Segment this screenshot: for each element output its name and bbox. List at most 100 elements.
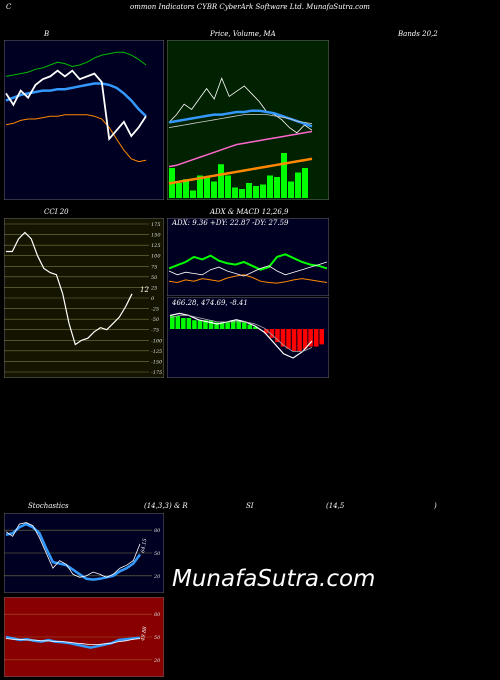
bb-middle-line: [5, 82, 147, 118]
adx-values: ADX: 9.36 +DY: 22.87 -DY: 27.59: [172, 219, 289, 227]
cci-tick-label: 75: [151, 264, 157, 270]
volume-bar: [246, 183, 252, 198]
cci-tick-label: 125: [151, 243, 161, 249]
adx-macd-label: ADX & MACD 12,26,9: [210, 208, 289, 216]
macd-histogram-bar: [247, 324, 253, 329]
volume-bar: [302, 168, 308, 198]
macd-histogram-bar: [214, 322, 219, 329]
cci-tick-label: -100: [151, 338, 163, 344]
macd-histogram-bar: [197, 320, 203, 329]
adx-adx-line: [168, 274, 328, 284]
volume-bar: [183, 179, 189, 198]
macd-histogram-bar: [291, 329, 297, 351]
stoch-value-label: 64.15: [140, 538, 148, 553]
pv-ma_orange-line: [168, 157, 313, 185]
stoch-label: Stochastics: [28, 502, 69, 510]
volume-bar: [274, 177, 280, 198]
stoch-params-label: (14,3,3) & R: [144, 502, 188, 510]
macd-histogram-bar: [313, 329, 319, 347]
stochastics-chart: 80 50 20 64.15: [4, 513, 164, 593]
cci-tick-label: 175: [151, 222, 161, 228]
macd-histogram-bar: [253, 326, 258, 329]
pv-ma_white-line: [168, 114, 313, 128]
bb-price-line: [5, 69, 147, 142]
header-left: C: [6, 3, 12, 11]
macd-histogram-bar: [170, 315, 175, 329]
rsi-chart: 80 50 20 49.88: [4, 597, 164, 677]
cci-tick-label: 25: [150, 285, 157, 291]
volume-bar: [218, 164, 224, 198]
header-title: ommon Indicators CYBR CyberArk Software …: [130, 3, 370, 11]
cci-value-label: 12: [140, 286, 149, 294]
cci-tick-label: -150: [151, 359, 163, 365]
macd-histogram-bar: [286, 329, 291, 349]
macd-line: [169, 312, 313, 359]
macd-histogram-bar: [181, 318, 186, 329]
watermark: MunafaSutra.com: [172, 566, 376, 592]
volume-bar: [253, 186, 259, 198]
stoch-k-line: [5, 522, 141, 578]
volume-bar: [225, 175, 231, 198]
pv-price-line: [168, 77, 313, 134]
stoch-tick-label: 50: [154, 551, 161, 557]
cci-tick-label: -125: [151, 349, 162, 355]
macd-histogram-bar: [186, 318, 192, 329]
price-volume-ma-chart: [167, 40, 329, 200]
cci-line: [6, 231, 133, 346]
macd-histogram-bar: [319, 329, 324, 345]
macd-values: 466.28, 474.69, -8.41: [172, 299, 248, 307]
bollinger-bands-chart: [4, 40, 164, 200]
macd-histogram-bar: [236, 320, 241, 329]
cci-tick-label: -175: [151, 370, 162, 376]
macd-histogram-bar: [308, 329, 313, 347]
cci-tick-label: 50: [151, 275, 158, 281]
volume-bar: [260, 184, 266, 198]
price-volume-label: Price, Volume, MA: [210, 30, 276, 38]
macd-histogram-bar: [280, 329, 286, 347]
macd-signal-line: [169, 315, 313, 352]
cci-tick-label: 150: [151, 233, 161, 239]
macd-histogram-bar: [175, 315, 181, 329]
cci-tick-label: -50: [151, 317, 160, 323]
macd-histogram-bar: [203, 320, 208, 329]
macd-histogram-bar: [241, 322, 247, 329]
rsi-tick-label: 20: [153, 658, 161, 664]
rsi-label: SI: [246, 502, 254, 510]
stoch-tick-label: 80: [154, 528, 161, 534]
rsi-ma-line: [5, 638, 141, 645]
adx-plus_di-line: [168, 253, 328, 271]
rsi-tick-label: 80: [154, 612, 161, 618]
pv-ma_pink-line: [168, 130, 313, 168]
stoch-tick-label: 20: [153, 574, 161, 580]
adx-minus_di-line: [168, 261, 328, 277]
rsi-value-label: 49.88: [140, 626, 149, 642]
adx-chart: [167, 218, 329, 296]
macd-histogram-bar: [219, 322, 225, 329]
cci-tick-label: 0: [151, 296, 155, 302]
stoch-d-line: [5, 522, 142, 581]
macd-histogram-bar: [269, 329, 275, 338]
cci-tick-label: -25: [151, 307, 159, 313]
volume-bar: [197, 175, 203, 198]
cci-label: CCI 20: [44, 208, 69, 216]
macd-histogram-bar: [297, 329, 302, 351]
bb-label-right: Bands 20,2: [398, 30, 438, 38]
volume-bar: [211, 181, 217, 198]
macd-histogram-bar: [225, 322, 230, 329]
volume-bar: [288, 181, 294, 198]
volume-bar: [204, 177, 210, 198]
volume-bar: [295, 172, 301, 198]
bb-lower-line: [5, 114, 147, 163]
volume-bar: [239, 189, 245, 198]
bb-upper-line: [5, 51, 147, 77]
macd-histogram-bar: [264, 329, 269, 334]
macd-histogram-bar: [302, 329, 308, 349]
rsi-params-label: (14,5: [326, 502, 345, 510]
rsi-tick-label: 50: [154, 635, 161, 641]
cci-tick-label: -75: [151, 328, 159, 334]
macd-chart: [167, 297, 329, 378]
rsi-close-label: ): [434, 502, 437, 510]
volume-bar: [176, 183, 182, 198]
volume-bar: [267, 175, 273, 198]
volume-bar: [190, 190, 196, 198]
